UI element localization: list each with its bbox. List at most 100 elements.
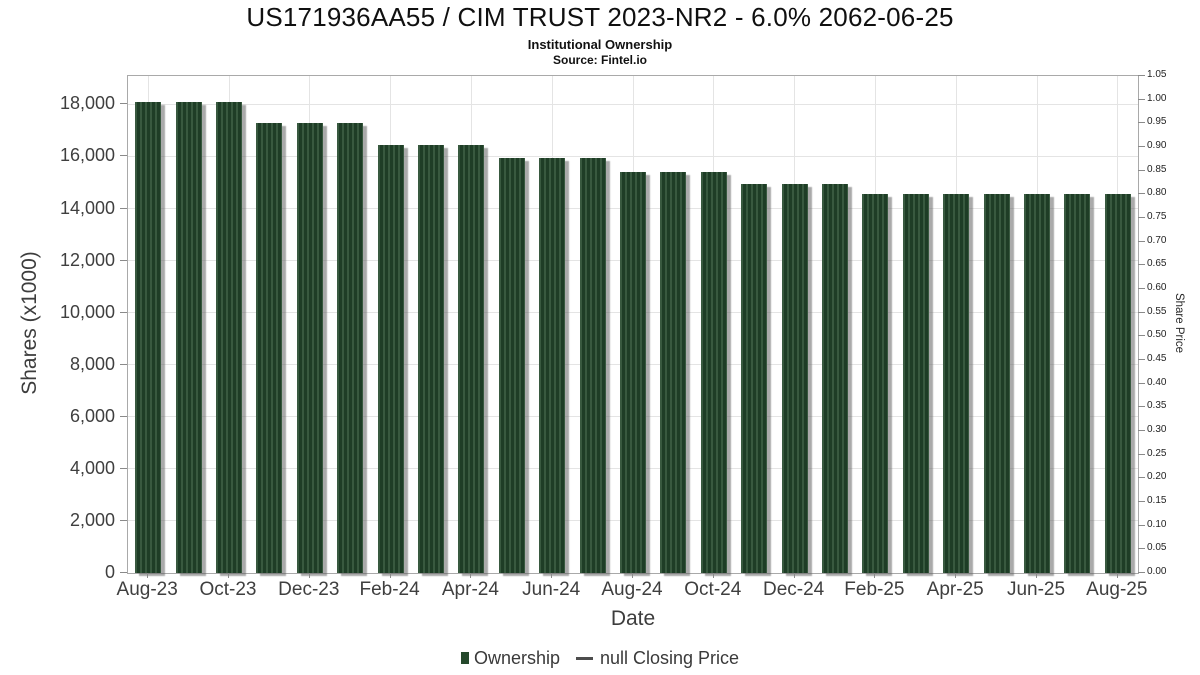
- right-axis-tick: [1138, 311, 1145, 313]
- right-axis-tick-label: 0.30: [1147, 424, 1167, 435]
- right-axis-tick: [1138, 430, 1145, 431]
- x-axis-tick: [712, 573, 714, 578]
- ownership-bar: [337, 122, 364, 573]
- ownership-bar: [579, 157, 606, 573]
- x-axis-tick-label: Oct-24: [684, 579, 742, 600]
- ownership-bar: [216, 101, 242, 573]
- x-axis-tick-label: Feb-24: [359, 579, 420, 600]
- right-axis-tick-label: 0.85: [1147, 163, 1167, 175]
- x-axis-tick: [1116, 573, 1118, 578]
- ownership-bar: [781, 183, 808, 573]
- left-axis-tick: [120, 155, 127, 157]
- ownership-bar: [175, 101, 202, 573]
- x-axis-tick: [389, 573, 391, 578]
- right-axis-tick-label: 0.95: [1147, 116, 1167, 128]
- x-axis-tick: [1036, 573, 1037, 578]
- x-axis-tick-label: Dec-24: [762, 579, 825, 600]
- ownership-bar: [862, 194, 889, 573]
- right-axis-tick-label: 0.20: [1147, 471, 1167, 483]
- x-axis-tick-label: Oct-23: [199, 579, 257, 600]
- right-axis-tick: [1138, 75, 1145, 76]
- left-axis-tick-label: 14,000: [59, 197, 115, 218]
- left-axis-tick-label: 4,000: [69, 457, 115, 478]
- ownership-bar: [620, 172, 646, 573]
- right-axis-tick: [1138, 524, 1145, 526]
- right-axis-tick-label: 1.00: [1147, 92, 1167, 104]
- left-axis-tick: [120, 103, 127, 105]
- right-axis-tick: [1138, 193, 1145, 195]
- right-axis-tick-label: 0.80: [1147, 187, 1167, 199]
- x-axis-tick-label: Aug-25: [1086, 579, 1148, 600]
- right-axis-tick: [1138, 169, 1145, 171]
- ownership-bar: [377, 144, 404, 573]
- x-axis-tick-label: Apr-24: [441, 579, 499, 600]
- right-axis-tick: [1138, 359, 1145, 360]
- left-axis-tick: [120, 259, 127, 261]
- left-axis-tick: [120, 363, 127, 365]
- ownership-swatch-icon: [460, 652, 469, 664]
- left-axis-tick: [120, 572, 127, 573]
- right-axis-tick-label: 0.70: [1147, 234, 1167, 246]
- chart-source: Source: Fintel.io: [552, 53, 647, 67]
- right-axis-tick: [1138, 382, 1145, 384]
- right-axis-tick-label: 0.55: [1147, 305, 1167, 317]
- right-axis-tick: [1138, 264, 1145, 266]
- x-axis-tick: [228, 573, 229, 578]
- right-axis-tick: [1138, 122, 1145, 124]
- legend-label-closing-price: null Closing Price: [599, 647, 740, 668]
- left-axis-tick-label: 10,000: [59, 301, 115, 322]
- right-axis-tick: [1138, 572, 1145, 573]
- right-axis-tick: [1138, 288, 1145, 289]
- x-axis-tick: [632, 573, 633, 578]
- x-axis-tick: [955, 573, 957, 578]
- ownership-bar: [539, 157, 566, 573]
- x-axis-tick: [874, 573, 876, 578]
- ownership-bar: [458, 144, 485, 573]
- ownership-bar: [741, 183, 768, 573]
- right-axis-tick-label: 0.65: [1147, 258, 1167, 270]
- ownership-bar: [498, 157, 525, 573]
- left-axis-tick: [120, 519, 127, 521]
- right-axis-tick: [1138, 240, 1145, 242]
- ownership-bar: [983, 194, 1010, 573]
- x-axis-tick: [551, 573, 553, 578]
- ownership-bar: [1104, 194, 1131, 573]
- right-axis-tick-label: 0.10: [1147, 518, 1167, 530]
- left-axis-tick-label: 2,000: [69, 509, 115, 530]
- ownership-bar: [822, 183, 848, 573]
- chart-subtitle: Institutional Ownership: [527, 37, 673, 52]
- left-axis-tick-label: 18,000: [59, 93, 115, 114]
- right-axis-tick-label: 0.45: [1147, 353, 1167, 364]
- ownership-bar: [296, 122, 323, 573]
- right-axis-tick-label: 0.15: [1147, 495, 1167, 506]
- right-axis-tick-label: 0.75: [1147, 211, 1167, 222]
- closing-price-dash-icon: [575, 656, 593, 660]
- ownership-bar: [1024, 194, 1050, 573]
- left-axis-tick-label: 8,000: [69, 353, 115, 374]
- right-axis-tick: [1138, 98, 1145, 100]
- ownership-bar: [418, 144, 444, 573]
- ownership-bar: [700, 172, 727, 573]
- x-axis-tick-label: Feb-25: [844, 579, 905, 600]
- legend-label-ownership: Ownership: [473, 647, 560, 668]
- right-axis-tick: [1138, 406, 1145, 408]
- left-axis-tick-label: 0: [104, 562, 115, 582]
- x-axis-tick: [793, 573, 795, 578]
- right-axis-tick-label: 0.35: [1147, 400, 1167, 412]
- left-axis-tick: [120, 467, 127, 469]
- right-axis-tick-label: 0.40: [1147, 376, 1167, 388]
- x-axis-tick-label: Aug-23: [116, 579, 178, 600]
- ownership-bar: [660, 172, 687, 573]
- right-y-axis-title: Share Price: [1173, 292, 1185, 354]
- x-axis-tick-label: Jun-25: [1006, 579, 1066, 600]
- right-axis-tick-label: 1.05: [1147, 69, 1167, 80]
- right-axis-tick: [1138, 477, 1145, 479]
- chart-title: US171936AA55 / CIM TRUST 2023-NR2 - 6.0%…: [246, 2, 954, 32]
- right-axis-tick: [1138, 453, 1145, 455]
- right-axis-tick: [1138, 501, 1145, 502]
- right-axis-tick-label: 0.60: [1147, 282, 1167, 293]
- right-axis-tick-label: 0.90: [1147, 140, 1167, 151]
- ownership-bar: [943, 194, 970, 573]
- right-axis-tick-label: 0.50: [1147, 329, 1167, 341]
